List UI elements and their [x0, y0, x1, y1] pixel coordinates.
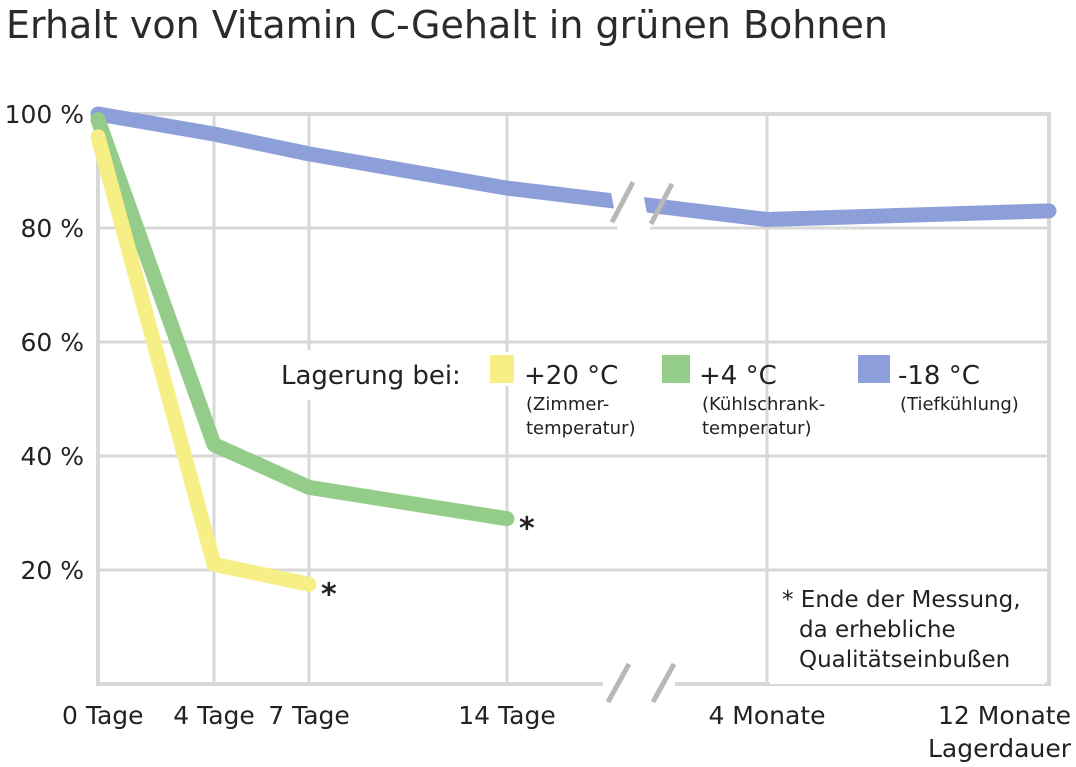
legend-label-4c: +4 °C: [699, 361, 777, 391]
measurement-end-note: * Ende der Messung, da erhebliche Qualit…: [770, 578, 1045, 684]
legend-swatch-20c-fill: [490, 355, 514, 383]
y-tick-label-1: 80 %: [20, 214, 84, 243]
series-2-point-2: [308, 152, 310, 155]
x-tick-label-2: 7 Tage: [268, 701, 350, 730]
note-line-3: Qualitätseinbußen: [799, 647, 1010, 673]
legend-sublabel-4c-2: temperatur): [702, 418, 812, 439]
note-line-1: * Ende der Messung,: [782, 587, 1021, 613]
series-2-point-3: [506, 187, 508, 190]
series-2-point-1: [213, 132, 215, 135]
legend-sublabel-20c-1: (Zimmer-: [526, 394, 609, 415]
axis-break-marks: [603, 160, 677, 708]
axis-break-slash-bottom-2: [650, 662, 677, 704]
note-backdrop: [770, 578, 1045, 684]
legend-label-20c: +20 °C: [524, 361, 618, 391]
series-0-point-0: [97, 135, 99, 138]
x-tick-label-0: 0 Tage: [62, 701, 144, 730]
axis-break-gap-top: [605, 160, 653, 246]
x-tick-label-5: 12 Monate: [938, 701, 1071, 730]
legend-title: Lagerung bei:: [281, 361, 461, 391]
series-1-end-marker: *: [519, 512, 535, 547]
axis-break-slash-top-1: [609, 180, 636, 224]
series-0-end-marker: *: [321, 577, 337, 612]
axis-break-slash-bottom-1: [605, 662, 632, 704]
legend-sublabel-20c-2: temperatur): [526, 418, 636, 439]
y-tick-label-0: 100 %: [5, 100, 84, 129]
legend-sublabel-minus18c-1: (Tiefkühlung): [900, 394, 1019, 415]
series-1-point-3: [506, 517, 508, 520]
series-2-point-4: [766, 218, 768, 221]
chart-title: Erhalt von Vitamin C-Gehalt in grünen Bo…: [6, 3, 888, 47]
y-tick-label-3: 40 %: [20, 442, 84, 471]
legend-label-minus18c: -18 °C: [898, 361, 980, 391]
x-tick-label-3: 14 Tage: [458, 701, 555, 730]
series-1-point-2: [308, 486, 310, 489]
legend-title-backdrop: [274, 350, 494, 400]
x-tick-label-4: 4 Monate: [708, 701, 825, 730]
series-line-2: [90, 106, 1057, 227]
legend-sublabel-4c-1: (Kühlschrank-: [702, 394, 825, 415]
chart-tick-labels: 100 % 80 % 60 % 40 % 20 % 0 Tage 4 Tage 7 Tage 1…: [5, 100, 1071, 730]
series-0-point-2: [308, 583, 310, 586]
series-1-point-0: [97, 118, 99, 121]
legend-swatch-4c-fill: [662, 355, 690, 383]
series-2-point-5: [1048, 209, 1050, 212]
x-tick-label-1: 4 Tage: [173, 701, 255, 730]
chart-legend: Lagerung bei: +20 °C (Zimmer- temperatur…: [274, 350, 1019, 439]
y-tick-label-2: 60 %: [20, 328, 84, 357]
axis-break-slash-top-2: [648, 182, 675, 226]
note-line-2: da erhebliche: [799, 617, 956, 643]
series-line-1: [90, 112, 515, 527]
series-0-point-1: [213, 563, 215, 566]
series-1-point-1: [213, 443, 215, 446]
legend-swatch-minus18c-fill: [858, 355, 890, 383]
chart-series-lines: **: [90, 106, 1057, 612]
y-tick-label-4: 20 %: [20, 556, 84, 585]
x-axis-label: Lagerdauer: [928, 734, 1072, 763]
